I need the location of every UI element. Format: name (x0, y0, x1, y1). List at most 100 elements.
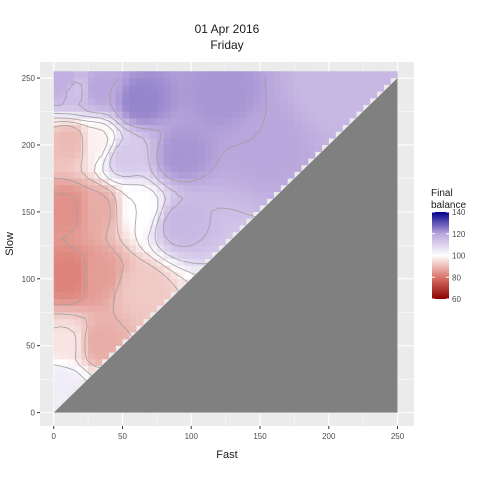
heatmap-cell (74, 272, 82, 279)
heatmap-cell (294, 151, 302, 159)
heatmap-cell (94, 338, 103, 346)
heatmap-cell (314, 144, 323, 152)
heatmap-cell (259, 91, 268, 99)
heatmap-cell (101, 245, 109, 253)
heatmap-cell (259, 178, 268, 186)
heatmap-cell (177, 238, 185, 246)
heatmap-cell (136, 104, 144, 112)
heatmap-cell (294, 164, 302, 172)
heatmap-cell (335, 77, 343, 85)
heatmap-cell (149, 231, 158, 239)
heatmap-cell (122, 225, 130, 233)
heatmap-cell (253, 131, 261, 139)
heatmap-cell (170, 98, 178, 106)
heatmap-cell (273, 98, 281, 106)
heatmap-cell (170, 151, 178, 159)
heatmap-cell (184, 138, 192, 146)
heatmap-cell (60, 144, 68, 152)
heatmap-cell (218, 211, 226, 219)
heatmap-cell (108, 258, 116, 266)
heatmap-cell (294, 77, 302, 85)
heatmap-cell (101, 251, 109, 259)
heatmap-cell (88, 305, 96, 313)
heatmap-cell (163, 225, 171, 233)
heatmap-cell (273, 104, 281, 112)
heatmap-cell (287, 171, 295, 179)
heatmap-cell (308, 91, 316, 99)
heatmap-cell (53, 225, 61, 233)
heatmap-cell (184, 205, 192, 213)
heatmap-cell (259, 138, 268, 146)
heatmap-cell (88, 358, 96, 366)
heatmap-cell (129, 258, 137, 266)
heatmap-cell (122, 124, 130, 132)
heatmap-cell (204, 118, 213, 126)
heatmap-cell (342, 111, 350, 119)
heatmap-cell (81, 144, 89, 152)
heatmap-cell (88, 318, 96, 326)
heatmap-cell (239, 118, 247, 126)
heatmap-cell (74, 292, 82, 300)
heatmap-cell (356, 104, 364, 112)
heatmap-cell (129, 111, 137, 119)
heatmap-cell (115, 245, 123, 253)
heatmap-cell (122, 285, 130, 293)
heatmap-cell (108, 312, 116, 320)
heatmap-cell (67, 265, 75, 273)
heatmap-cell (143, 178, 151, 186)
heatmap-cell (314, 118, 323, 126)
heatmap-cell (94, 164, 103, 172)
heatmap-cell (177, 185, 185, 193)
heatmap-cell (94, 325, 103, 333)
heatmap-cell (88, 225, 96, 233)
heatmap-cell (246, 138, 254, 146)
heatmap-cell (88, 258, 96, 266)
heatmap-cell (287, 104, 295, 112)
heatmap-cell (239, 77, 247, 85)
heatmap-cell (88, 71, 96, 79)
heatmap-cell (383, 77, 391, 85)
heatmap-cell (363, 91, 371, 99)
heatmap-cell (88, 345, 96, 353)
heatmap-cell (53, 352, 61, 360)
heatmap-cell (53, 198, 61, 206)
heatmap-cell (81, 292, 89, 300)
heatmap-cell (204, 111, 213, 119)
heatmap-cell (129, 158, 137, 166)
heatmap-cell (211, 138, 219, 146)
heatmap-cell (88, 332, 96, 340)
heatmap-cell (184, 124, 192, 132)
heatmap-cell (60, 77, 68, 85)
heatmap-cell (259, 131, 268, 139)
heatmap-cell (328, 98, 336, 106)
heatmap-cell (53, 84, 61, 92)
heatmap-cell (67, 258, 75, 266)
heatmap-cell (67, 144, 75, 152)
heatmap-cell (101, 91, 109, 99)
heatmap-cell (218, 124, 226, 132)
heatmap-cell (115, 124, 123, 132)
y-axis-title: Slow (4, 232, 16, 256)
heatmap-cell (225, 84, 233, 92)
heatmap-cell (246, 98, 254, 106)
heatmap-cell (163, 71, 171, 79)
heatmap-cell (177, 225, 185, 233)
heatmap-cell (101, 352, 109, 360)
heatmap-cell (122, 265, 130, 273)
heatmap-cell (376, 71, 384, 79)
heatmap-cell (287, 118, 295, 126)
heatmap-cell (74, 171, 82, 179)
heatmap-cell (287, 71, 295, 79)
heatmap-cell (204, 231, 213, 239)
heatmap-cell (308, 124, 316, 132)
heatmap-cell (314, 77, 323, 85)
heatmap-cell (81, 251, 89, 259)
heatmap-cell (136, 305, 144, 313)
heatmap-cell (356, 77, 364, 85)
heatmap-cell (136, 292, 144, 300)
heatmap-cell (143, 91, 151, 99)
heatmap-cell (204, 144, 213, 152)
heatmap-cell (294, 144, 302, 152)
heatmap-cell (170, 238, 178, 246)
heatmap-cell (191, 211, 199, 219)
